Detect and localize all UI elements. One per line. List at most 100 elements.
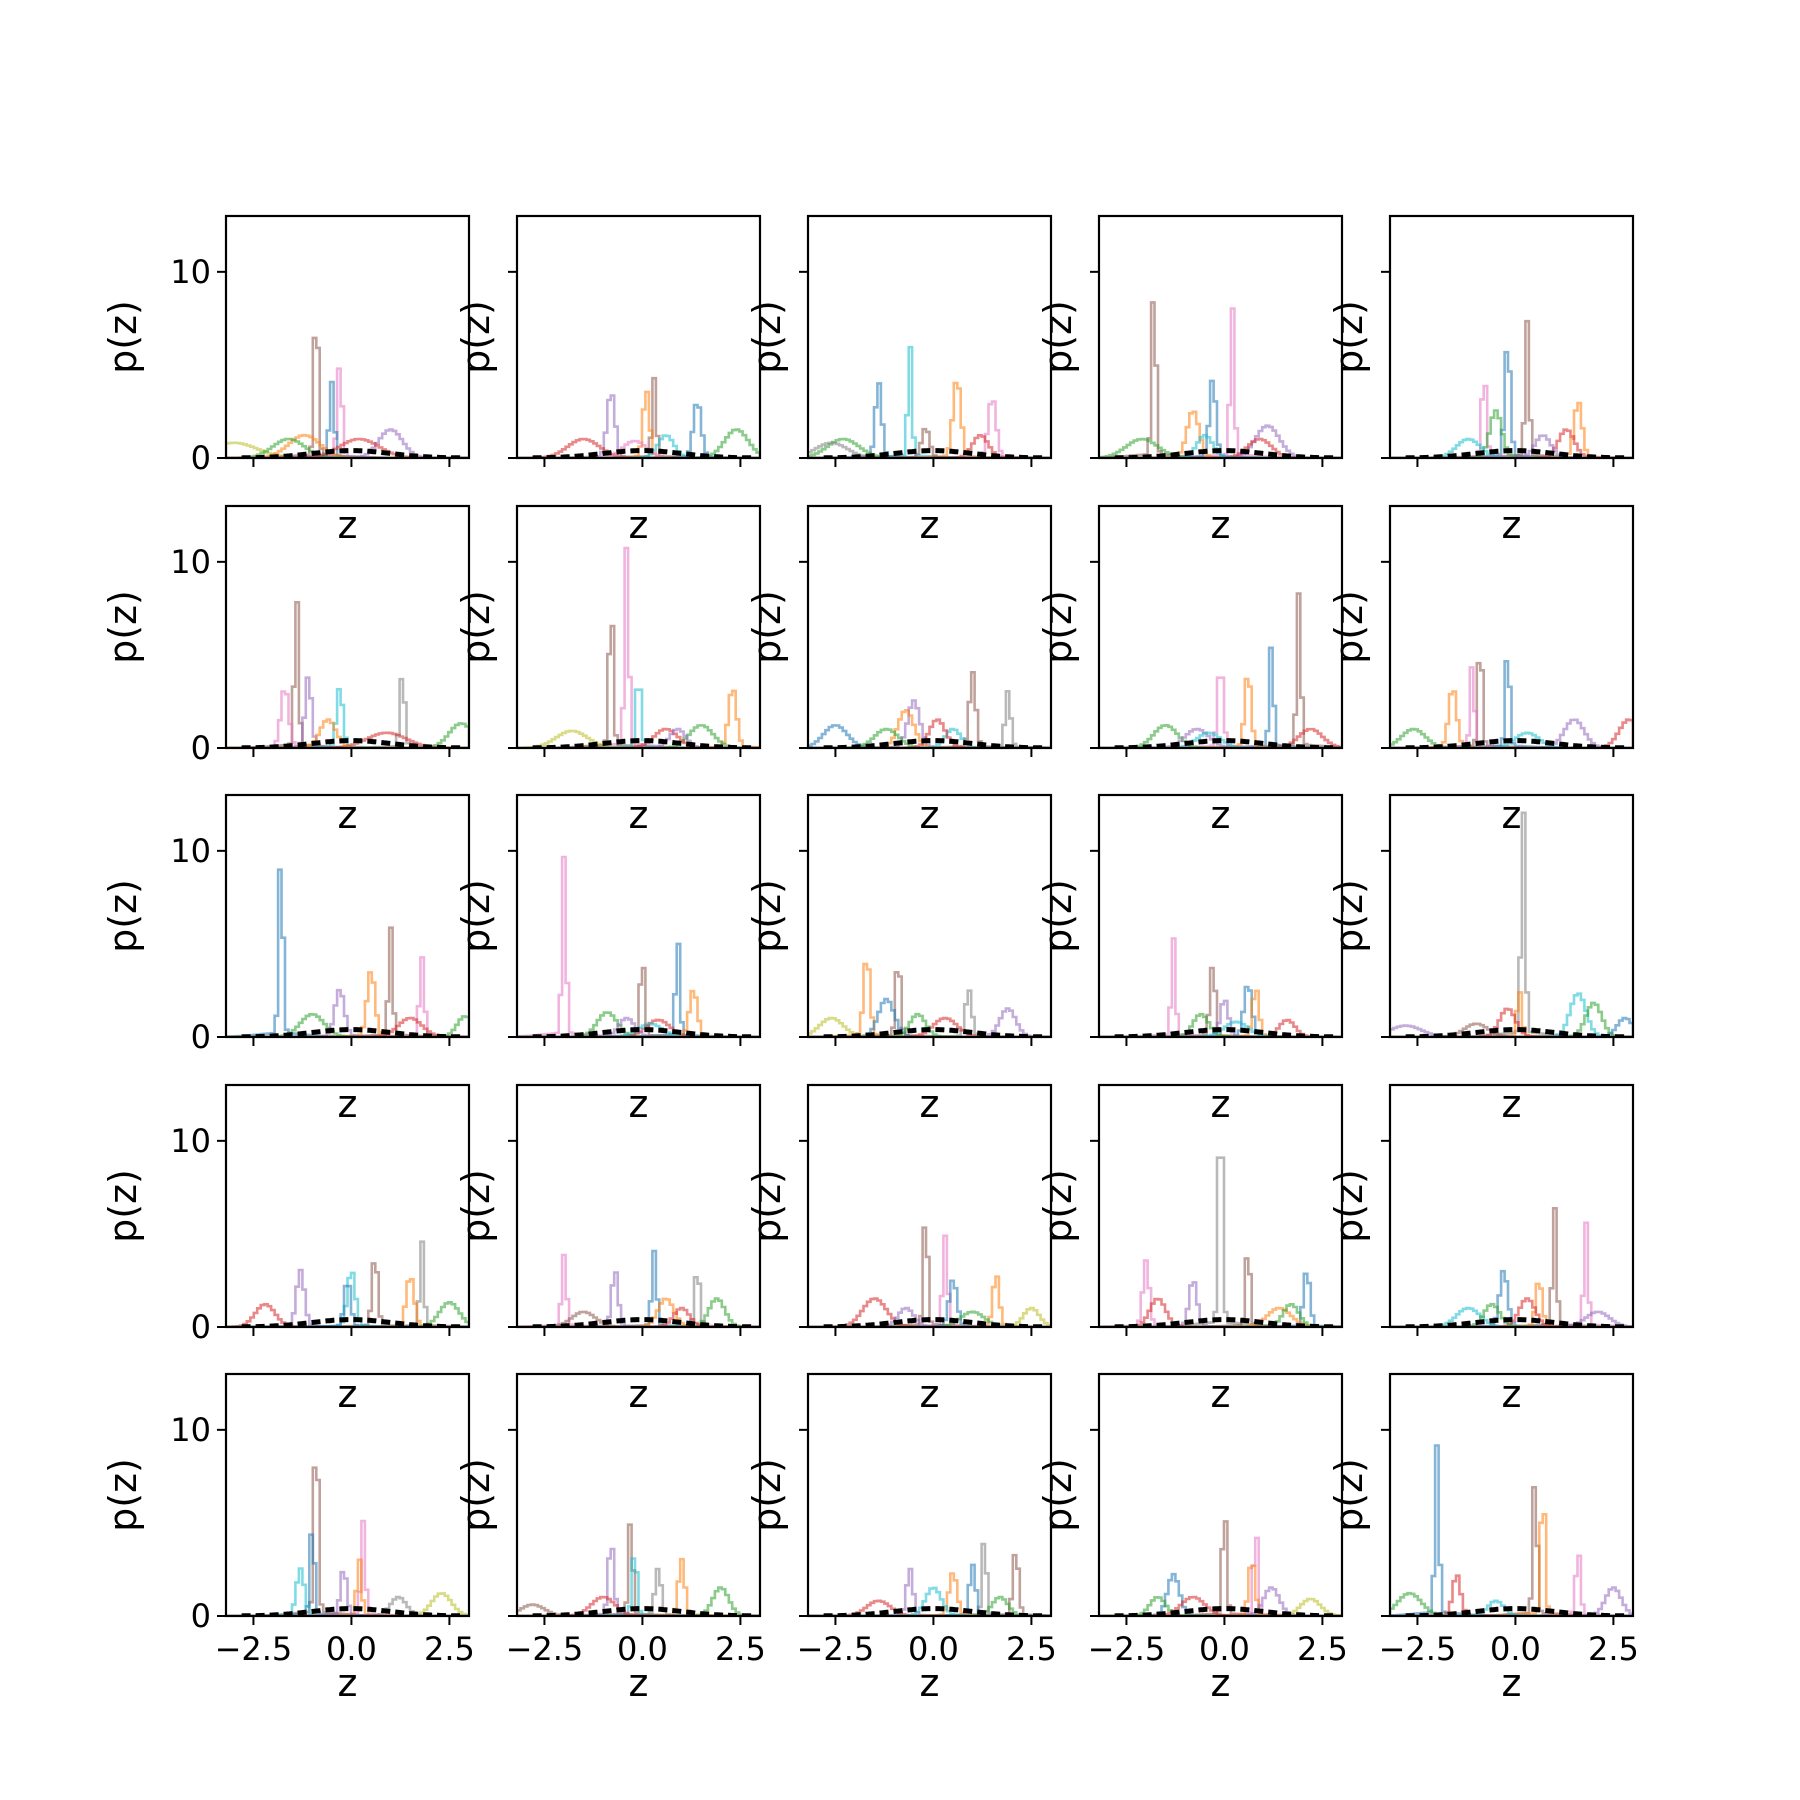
series-2: [1099, 307, 1342, 458]
series-2: [226, 336, 469, 458]
plot-area: [808, 1226, 1051, 1327]
series-2: [1390, 991, 1633, 1037]
x-tick-label: 0.0: [1199, 1630, 1250, 1668]
series-8: [517, 1603, 760, 1616]
subplot-r3-c1: 0 10 z p(z): [101, 793, 471, 1126]
series-6: [1390, 1586, 1633, 1616]
y-axis-label: p(z): [454, 879, 498, 953]
plot-area: [517, 376, 760, 458]
series-6: [1390, 1024, 1633, 1037]
y-axis-label: p(z): [745, 879, 789, 953]
y-axis-label: p(z): [1036, 1458, 1080, 1532]
series-4: [226, 380, 469, 458]
x-axis-label: z: [338, 503, 358, 547]
axes-frame: [1388, 1083, 1635, 1329]
series-6: [1390, 718, 1633, 748]
plot-area: [517, 1249, 760, 1327]
subplot-r4-c4: z p(z): [1036, 1083, 1344, 1416]
series-1: [1390, 1444, 1633, 1616]
series-6: [808, 1306, 1051, 1327]
series-8: [808, 427, 1051, 458]
plot-area: [1390, 319, 1633, 458]
x-tick-label: −2.5: [797, 1630, 875, 1668]
subplot-r4-c3: z p(z): [745, 1083, 1053, 1416]
y-tick-label: 10: [170, 543, 211, 581]
x-tick-label: 2.5: [715, 1630, 766, 1668]
series-3: [1099, 676, 1342, 748]
series-7: [517, 729, 760, 748]
y-tick-label: 10: [170, 253, 211, 291]
x-axis-label: z: [1502, 503, 1522, 547]
reference-curve: [1405, 1027, 1626, 1037]
axes-frame: [515, 214, 762, 460]
reference-curve: [532, 448, 753, 458]
axes-frame: [1388, 1372, 1635, 1618]
series-2: [1099, 1257, 1342, 1327]
x-axis-label: z: [338, 1661, 358, 1705]
series-5: [1390, 1007, 1633, 1037]
y-axis-label: p(z): [1036, 879, 1080, 953]
axes-frame: [224, 793, 471, 1039]
series-1: [808, 671, 1051, 748]
axes-frame: [515, 1372, 762, 1618]
subplot-r4-c2: z p(z): [454, 1083, 762, 1416]
series-1: [226, 868, 469, 1037]
series-6: [517, 1297, 760, 1327]
plot-area: [1099, 592, 1342, 748]
y-axis-label: p(z): [745, 1169, 789, 1243]
plot-area: [1390, 811, 1633, 1037]
plot-area: [1099, 301, 1342, 458]
y-tick-label: 0: [191, 1597, 211, 1635]
series-1: [517, 1253, 760, 1327]
y-axis-label: p(z): [1036, 590, 1080, 664]
axes-frame: [1097, 1083, 1344, 1329]
reference-curve: [823, 1317, 1044, 1327]
reference-curve: [1405, 1606, 1626, 1616]
x-axis-label: z: [629, 1082, 649, 1126]
series-8: [226, 1284, 469, 1327]
axes-frame: [806, 793, 1053, 1039]
series-8: [517, 439, 760, 458]
x-tick-label: 0.0: [617, 1630, 668, 1668]
subplot-r3-c5: z p(z): [1327, 793, 1635, 1126]
series-5: [1099, 727, 1342, 748]
axes-frame: [1097, 1372, 1344, 1618]
subplot-r5-c3: −2.5 0.0 2.5 z p(z): [745, 1372, 1057, 1705]
series-2: [517, 1249, 760, 1327]
x-axis-label: z: [920, 503, 940, 547]
series-8: [1099, 433, 1342, 458]
series-2: [517, 624, 760, 748]
subplot-r5-c2: −2.5 0.0 2.5 z p(z): [454, 1372, 766, 1705]
axes-frame: [515, 793, 762, 1039]
y-axis-label: p(z): [1327, 590, 1371, 664]
subplot-r1-c5: z p(z): [1327, 214, 1635, 547]
series-8: [808, 1012, 1051, 1037]
axes-frame: [515, 504, 762, 750]
series-1: [517, 546, 760, 748]
y-axis-label: p(z): [101, 1169, 145, 1243]
series-3: [226, 1271, 469, 1327]
reference-curve: [1114, 1027, 1335, 1037]
plot-area: [808, 345, 1051, 458]
axes-frame: [224, 214, 471, 460]
series-8: [1099, 731, 1342, 748]
axes-frame: [224, 1372, 471, 1618]
subplot-r3-c3: z p(z): [745, 793, 1053, 1126]
series-8: [808, 718, 1051, 748]
reference-curve: [241, 1606, 462, 1616]
axes-frame: [1388, 793, 1635, 1039]
subplot-r5-c5: −2.5 0.0 2.5 z p(z): [1327, 1372, 1639, 1705]
y-axis-label: p(z): [745, 300, 789, 374]
subplot-r2-c3: z p(z): [745, 504, 1053, 837]
y-tick-label: 0: [191, 729, 211, 767]
x-tick-label: 0.0: [908, 1630, 959, 1668]
y-axis-label: p(z): [1327, 1169, 1371, 1243]
x-axis-label: z: [629, 1372, 649, 1416]
series-8: [1390, 731, 1633, 748]
subplot-r5-c1: −2.5 0.0 2.5 0 10 z p(z): [101, 1372, 475, 1705]
reference-curve: [241, 448, 462, 458]
y-axis-label: p(z): [745, 1458, 789, 1532]
x-axis-label: z: [629, 1661, 649, 1705]
subplot-r1-c4: z p(z): [1036, 214, 1344, 547]
axes-frame: [1097, 214, 1344, 460]
